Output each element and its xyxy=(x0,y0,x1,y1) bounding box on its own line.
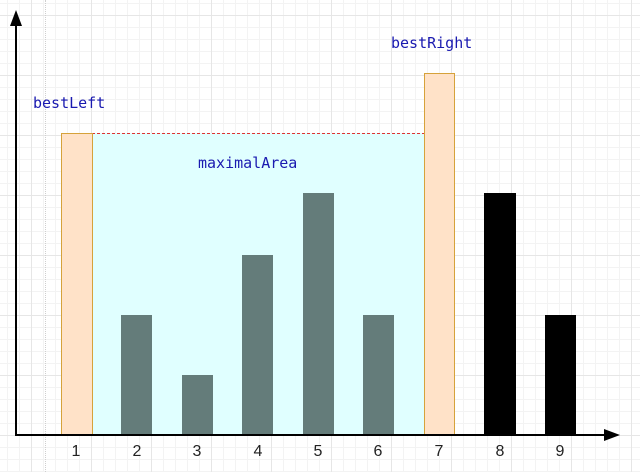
x-tick-5: 5 xyxy=(313,443,323,460)
bar-9 xyxy=(545,315,576,435)
x-tick-9: 9 xyxy=(555,443,565,460)
bar-6 xyxy=(363,315,394,435)
y-axis-arrow-icon xyxy=(10,10,22,26)
bar-7-best-right xyxy=(424,73,455,435)
best-left-label: bestLeft xyxy=(33,94,106,112)
x-tick-1: 1 xyxy=(71,443,81,460)
bar-8 xyxy=(484,193,516,435)
bar-4 xyxy=(242,255,273,435)
x-tick-4: 4 xyxy=(253,443,263,460)
bar-5 xyxy=(303,193,334,435)
best-right-label: bestRight xyxy=(391,34,473,52)
bar-1-best-left xyxy=(61,133,93,435)
x-tick-3: 3 xyxy=(192,443,202,460)
y-axis xyxy=(15,22,17,436)
guide-line xyxy=(45,0,46,472)
bar-3 xyxy=(182,375,213,435)
x-axis-arrow-icon xyxy=(604,429,620,441)
bar-2 xyxy=(121,315,152,435)
x-tick-7: 7 xyxy=(434,443,444,460)
x-tick-6: 6 xyxy=(373,443,383,460)
maximal-area-label: maximalArea xyxy=(198,154,298,172)
x-tick-2: 2 xyxy=(132,443,142,460)
x-axis xyxy=(16,434,608,436)
x-tick-8: 8 xyxy=(495,443,505,460)
